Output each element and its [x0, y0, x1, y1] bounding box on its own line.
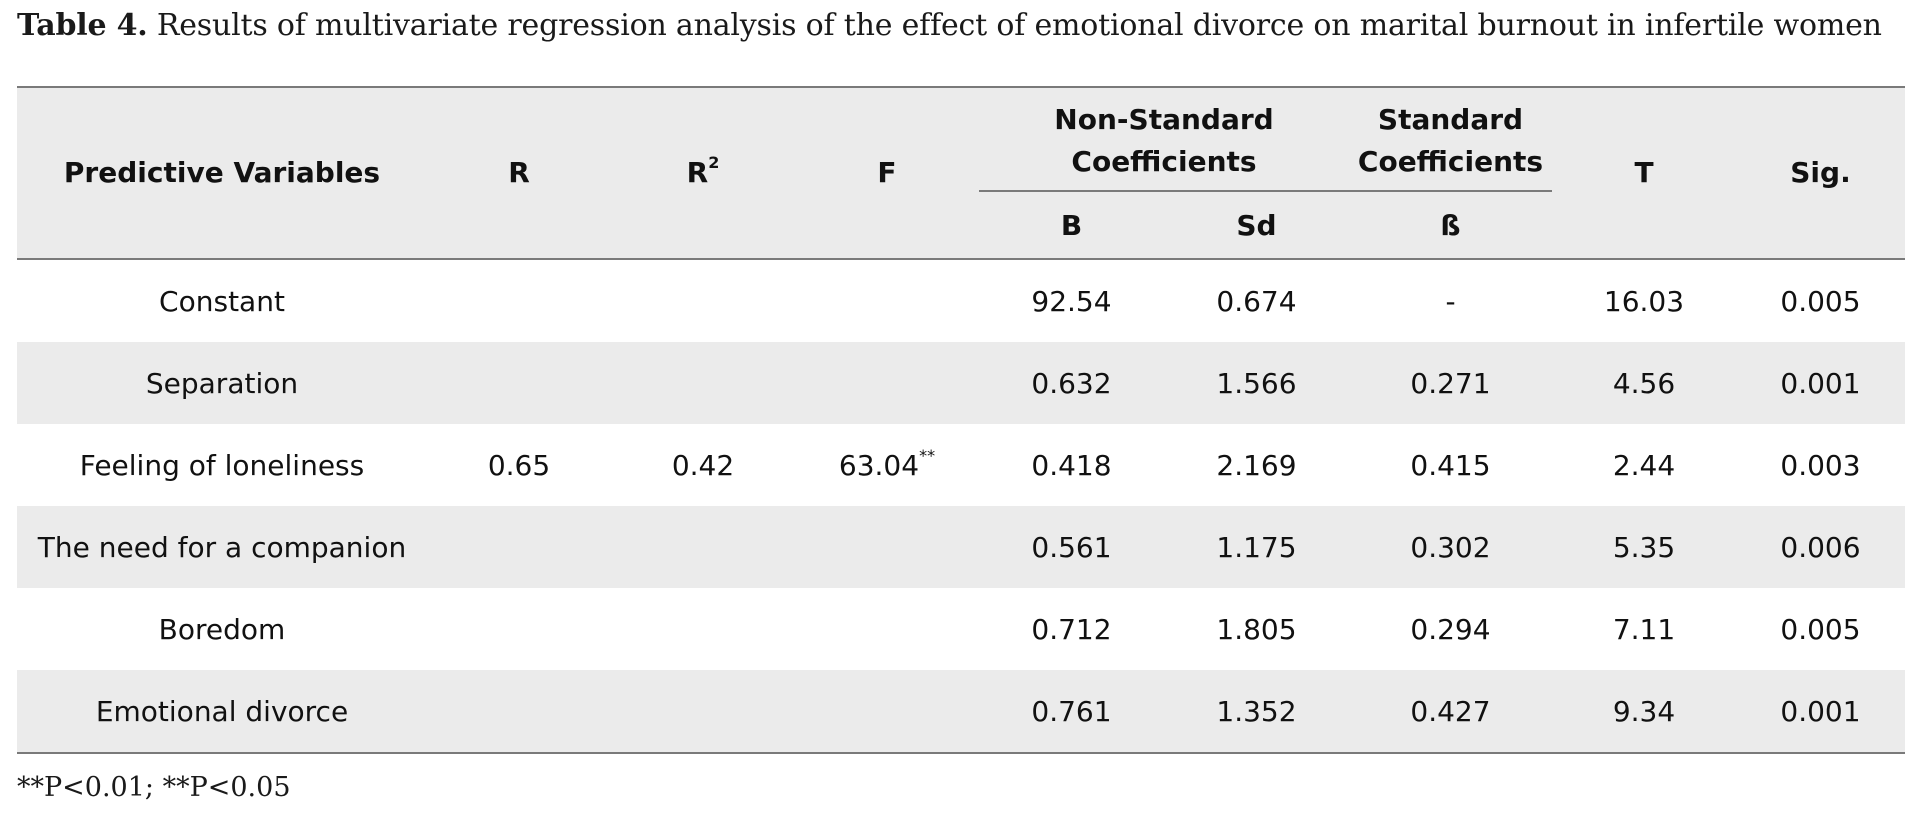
cell-t: 2.44 — [1612, 448, 1676, 482]
cell-sig: 0.005 — [1780, 612, 1861, 646]
header-t: T — [1634, 156, 1654, 189]
cell-beta: - — [1445, 284, 1456, 318]
header-predictive-variables: Predictive Variables — [63, 156, 381, 189]
cell-b: 92.54 — [1031, 284, 1112, 318]
cell-sig: 0.001 — [1780, 366, 1861, 400]
cell-r-squared — [611, 670, 795, 753]
cell-sd: 1.175 — [1216, 530, 1297, 564]
cell-r — [427, 506, 611, 588]
cell-t: 5.35 — [1612, 530, 1676, 564]
cell-b: 0.561 — [1031, 530, 1112, 564]
cell-f — [795, 342, 979, 424]
model-f-significance-marker: ** — [919, 445, 936, 465]
cell-f — [795, 670, 979, 753]
cell-r — [427, 670, 611, 753]
cell-t: 4.56 — [1612, 366, 1676, 400]
cell-variable: Constant — [159, 284, 285, 318]
table-label: Table 4. — [17, 8, 148, 43]
cell-sd: 1.352 — [1216, 694, 1297, 728]
cell-beta: 0.294 — [1410, 612, 1491, 646]
table-row: Emotional divorce 0.761 1.352 0.427 9.34… — [17, 670, 1905, 753]
header-sig: Sig. — [1790, 156, 1851, 189]
table-row: Feeling of loneliness 0.65 0.42 63.04** … — [17, 424, 1905, 506]
header-r: R — [508, 156, 530, 189]
cell-r — [427, 342, 611, 424]
header-f: F — [877, 156, 897, 189]
cell-sd: 1.805 — [1216, 612, 1297, 646]
cell-sd: 2.169 — [1216, 448, 1297, 482]
cell-model-r-squared: 0.42 — [671, 448, 735, 482]
cell-r-squared — [611, 506, 795, 588]
table-row: Boredom 0.712 1.805 0.294 7.11 0.005 — [17, 588, 1905, 670]
table-footnote: **P<0.01; **P<0.05 — [17, 772, 291, 803]
cell-t: 9.34 — [1612, 694, 1676, 728]
cell-b: 0.761 — [1031, 694, 1112, 728]
cell-f — [795, 506, 979, 588]
cell-beta: 0.415 — [1410, 448, 1491, 482]
table-body: Constant 92.54 0.674 - 16.03 0.005 Separ… — [17, 259, 1905, 753]
table-caption: Table 4. Results of multivariate regress… — [17, 8, 1882, 43]
cell-variable: Boredom — [158, 612, 286, 646]
cell-variable: Separation — [145, 366, 299, 400]
cell-r-squared — [611, 588, 795, 670]
cell-b: 0.418 — [1031, 448, 1112, 482]
header-beta: ß — [1440, 208, 1461, 242]
cell-sig: 0.006 — [1780, 530, 1861, 564]
header-b: B — [1060, 208, 1083, 242]
cell-r-squared — [611, 259, 795, 342]
header-non-standard-coefficients: Non-Standard Coefficients — [979, 87, 1349, 192]
cell-f — [795, 588, 979, 670]
cell-variable: The need for a companion — [37, 530, 407, 564]
cell-variable: Emotional divorce — [95, 694, 349, 728]
cell-r-squared — [611, 342, 795, 424]
cell-sig: 0.003 — [1780, 448, 1861, 482]
cell-beta: 0.427 — [1410, 694, 1491, 728]
cell-model-r: 0.65 — [487, 448, 551, 482]
cell-sd: 1.566 — [1216, 366, 1297, 400]
header-r-squared: R2 — [611, 87, 795, 259]
table-header: Predictive Variables R R2 F Non-Standard… — [17, 87, 1905, 259]
header-sd: Sd — [1236, 208, 1277, 242]
header-standard-coefficients: Standard Coefficients — [1349, 87, 1552, 192]
cell-sig: 0.001 — [1780, 694, 1861, 728]
cell-beta: 0.271 — [1410, 366, 1491, 400]
header-r-squared-sup: 2 — [708, 153, 720, 172]
cell-f — [795, 259, 979, 342]
table-row: Separation 0.632 1.566 0.271 4.56 0.001 — [17, 342, 1905, 424]
cell-r — [427, 259, 611, 342]
model-f-value: 63.04 — [838, 448, 920, 482]
cell-beta: 0.302 — [1410, 530, 1491, 564]
regression-table: Predictive Variables R R2 F Non-Standard… — [17, 86, 1905, 754]
cell-b: 0.632 — [1031, 366, 1112, 400]
cell-r — [427, 588, 611, 670]
cell-sd: 0.674 — [1216, 284, 1297, 318]
cell-sig: 0.005 — [1780, 284, 1861, 318]
header-r-squared-base: R — [686, 156, 709, 189]
cell-b: 0.712 — [1031, 612, 1112, 646]
cell-t: 16.03 — [1603, 284, 1685, 318]
cell-model-f: 63.04** — [795, 424, 979, 506]
table-caption-text: Results of multivariate regression analy… — [147, 8, 1882, 43]
cell-variable: Feeling of loneliness — [79, 448, 365, 482]
table-row: The need for a companion 0.561 1.175 0.3… — [17, 506, 1905, 588]
table-row: Constant 92.54 0.674 - 16.03 0.005 — [17, 259, 1905, 342]
cell-t: 7.11 — [1612, 612, 1676, 646]
